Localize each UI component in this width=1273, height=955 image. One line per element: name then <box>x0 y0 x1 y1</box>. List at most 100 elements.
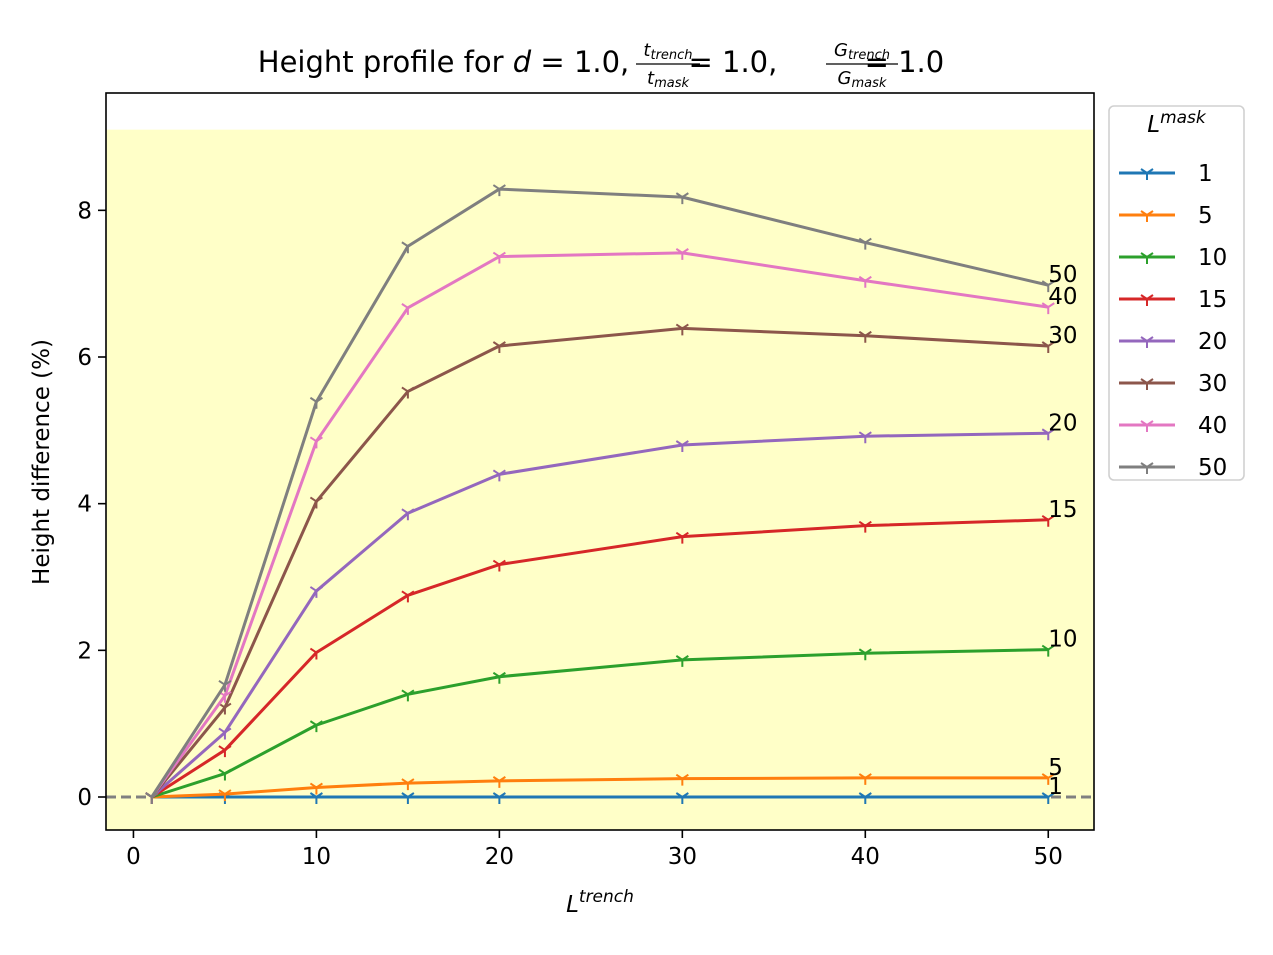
data-point-50-5 <box>218 679 232 692</box>
data-point-15-5 <box>218 745 232 758</box>
data-point-30-20 <box>492 341 506 353</box>
legend-title: Lmask <box>1147 108 1207 138</box>
data-point-20-10 <box>309 586 323 598</box>
data-point-10-15 <box>401 689 415 702</box>
data-point-10-50 <box>1041 644 1055 657</box>
end-label-40: 40 <box>1048 284 1077 310</box>
legend-item-20: 20 <box>1119 329 1227 355</box>
data-point-50-30 <box>675 192 689 205</box>
series-line-15 <box>150 518 1049 799</box>
data-point-15-15 <box>401 590 415 603</box>
series-50 <box>145 184 1055 804</box>
end-label-1: 1 <box>1048 774 1063 800</box>
data-point-1-10 <box>309 792 323 804</box>
data-point-20-40 <box>858 431 872 444</box>
legend-label-15: 15 <box>1198 287 1227 313</box>
legend-item-40: 40 <box>1119 413 1227 439</box>
series-15 <box>145 514 1055 804</box>
legend-label-5: 5 <box>1198 203 1213 229</box>
data-point-1-50 <box>1041 792 1055 804</box>
data-point-20-30 <box>675 440 689 452</box>
y-tick-label-4: 4 <box>77 492 92 518</box>
y-tick-label-2: 2 <box>77 638 92 664</box>
series-line-5 <box>151 776 1049 799</box>
series-5 <box>145 773 1055 804</box>
x-tick-label-30: 30 <box>668 844 697 870</box>
data-point-15-30 <box>675 531 689 544</box>
series-line-10 <box>151 648 1049 799</box>
data-point-40-15 <box>401 303 415 315</box>
data-point-30-10 <box>309 496 323 509</box>
series-line-20 <box>150 431 1049 799</box>
axes-frame <box>105 92 1095 831</box>
data-point-15-50 <box>1041 514 1055 527</box>
data-point-1-40 <box>858 792 872 804</box>
data-point-10-20 <box>492 671 506 684</box>
highlight-band <box>106 129 1094 830</box>
series-10 <box>145 644 1055 804</box>
data-point-30-15 <box>401 386 415 399</box>
legend-item-10: 10 <box>1119 245 1227 271</box>
data-point-40-10 <box>309 436 323 449</box>
data-point-10-40 <box>858 648 872 661</box>
chart-title: Height profile for d = 1.0, = 1.0, = 1.0 <box>258 45 944 79</box>
x-axis-label: Ltrench <box>566 887 634 918</box>
legend-item-1: 1 <box>1119 161 1213 187</box>
end-label-50: 50 <box>1048 262 1077 288</box>
y-tick-label-8: 8 <box>77 198 92 224</box>
svg-text:ttrench: ttrench <box>643 40 692 63</box>
data-point-5-40 <box>858 773 872 785</box>
y-tick-label-0: 0 <box>77 785 92 811</box>
legend-item-30: 30 <box>1119 371 1227 397</box>
legend-label-30: 30 <box>1198 371 1227 397</box>
legend-label-1: 1 <box>1198 161 1213 187</box>
title-fraction-t: ttrench tmask <box>636 40 700 91</box>
end-label-10: 10 <box>1048 627 1077 653</box>
svg-text:Gmask: Gmask <box>838 68 887 91</box>
data-point-5-15 <box>401 778 415 791</box>
data-point-40-30 <box>675 248 689 260</box>
legend-marker-1 <box>1140 168 1154 180</box>
data-point-15-40 <box>858 520 872 533</box>
legend-marker-20 <box>1140 336 1154 348</box>
data-point-5-30 <box>675 773 689 786</box>
data-point-50-1 <box>145 792 159 804</box>
x-tick-label-50: 50 <box>1034 844 1063 870</box>
legend-marker-50 <box>1140 462 1154 474</box>
legend-label-40: 40 <box>1198 413 1227 439</box>
end-label-15: 15 <box>1048 497 1077 523</box>
data-point-10-30 <box>675 655 689 667</box>
series-20 <box>145 428 1055 804</box>
data-point-1-20 <box>492 792 506 804</box>
y-tick-label-6: 6 <box>77 345 92 371</box>
data-point-1-15 <box>401 792 415 804</box>
series-line-30 <box>150 326 1049 798</box>
end-label-20: 20 <box>1048 410 1077 436</box>
x-tick-label-10: 10 <box>302 844 331 870</box>
title-fraction-g: Gtrench Gmask <box>826 40 898 91</box>
data-point-40-20 <box>492 251 506 264</box>
data-point-50-40 <box>858 237 872 250</box>
y-axis-label: Height difference (%) <box>29 339 55 585</box>
x-tick-label-20: 20 <box>485 844 514 870</box>
data-point-20-20 <box>492 469 506 482</box>
data-point-5-5 <box>218 789 232 802</box>
legend-marker-10 <box>1140 252 1154 264</box>
data-point-1-30 <box>675 792 689 804</box>
end-label-5: 5 <box>1048 755 1063 781</box>
data-point-50-15 <box>401 241 415 254</box>
x-tick-label-0: 0 <box>126 844 141 870</box>
data-point-5-50 <box>1041 773 1055 785</box>
svg-text:tmask: tmask <box>647 68 689 91</box>
legend-box <box>1108 105 1245 481</box>
data-point-10-5 <box>218 768 232 781</box>
data-point-50-20 <box>492 184 506 197</box>
data-point-50-50 <box>1041 280 1055 293</box>
data-point-15-10 <box>309 647 323 660</box>
legend-marker-15 <box>1140 294 1154 306</box>
legend-marker-40 <box>1140 420 1154 432</box>
end-label-30: 30 <box>1048 323 1077 349</box>
legend-marker-5 <box>1140 210 1154 222</box>
data-point-50-10 <box>309 396 323 409</box>
